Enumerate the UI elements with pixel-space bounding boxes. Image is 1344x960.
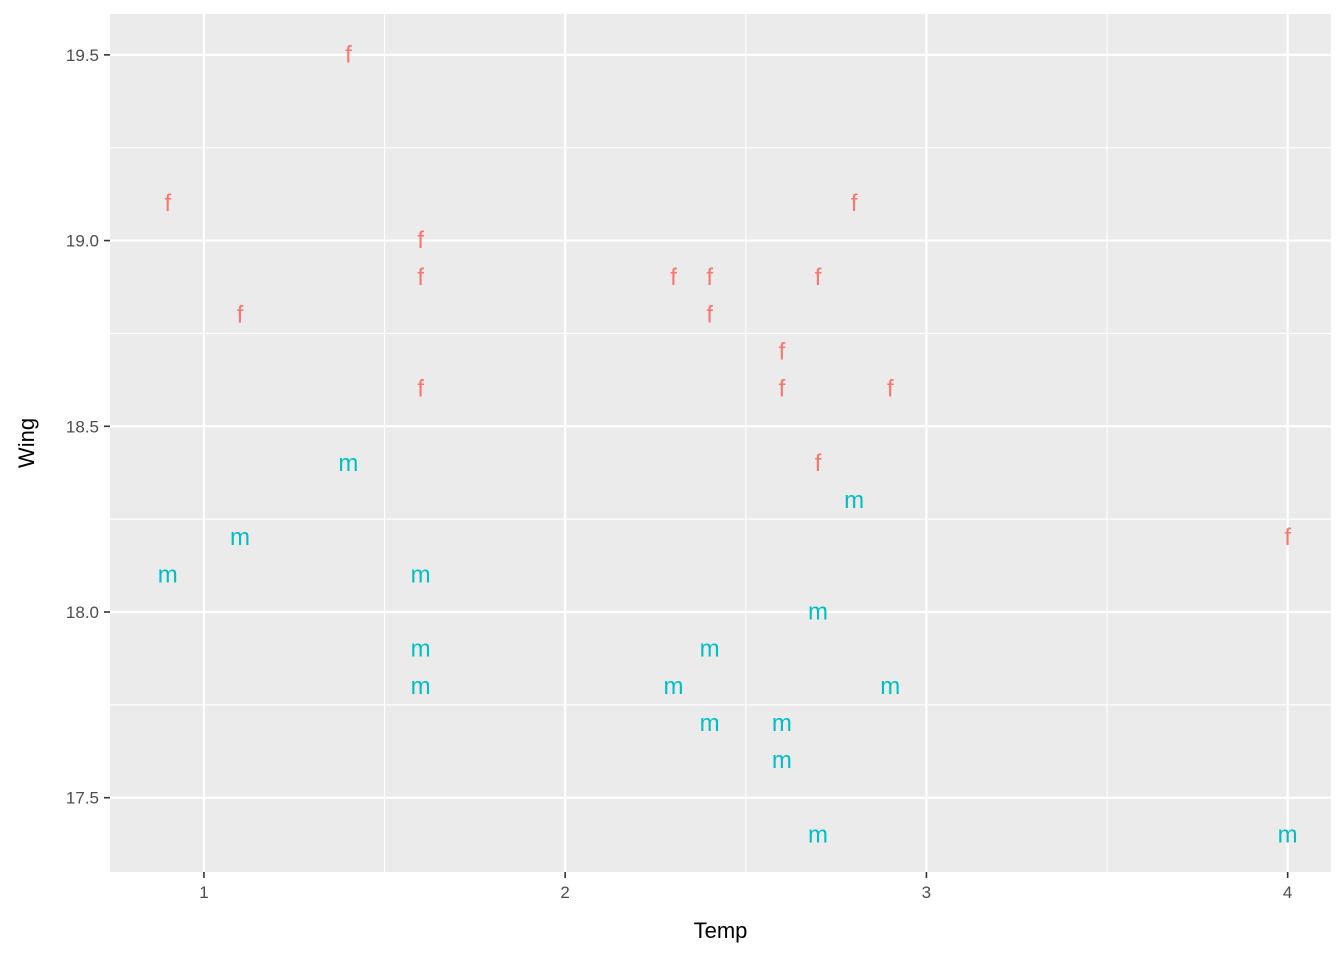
y-axis-ticks: 17.5 18.0 18.5 19.0 19.5 — [66, 46, 110, 808]
data-point-f: f — [1284, 524, 1291, 551]
data-point-m: m — [808, 821, 828, 848]
data-point-f: f — [670, 264, 677, 291]
data-point-m: m — [411, 636, 431, 663]
plot-panel — [110, 14, 1331, 872]
x-tick-label: 3 — [922, 883, 931, 902]
x-tick-label: 4 — [1283, 883, 1292, 902]
data-point-m: m — [844, 487, 864, 514]
data-point-m: m — [772, 710, 792, 737]
data-point-f: f — [815, 450, 822, 477]
major-gridlines — [110, 14, 1331, 872]
y-tick-label: 17.5 — [66, 789, 99, 808]
data-point-f: f — [164, 190, 171, 217]
y-tick-label: 18.5 — [66, 417, 99, 436]
y-tick-label: 19.5 — [66, 46, 99, 65]
data-point-f: f — [706, 264, 713, 291]
data-point-f: f — [417, 227, 424, 254]
data-point-f: f — [417, 376, 424, 403]
data-point-m: m — [230, 524, 250, 551]
y-tick-label: 18.0 — [66, 603, 99, 622]
data-point-m: m — [158, 561, 178, 588]
x-tick-label: 2 — [560, 883, 569, 902]
data-point-f: f — [345, 41, 352, 68]
x-axis-ticks: 1 2 3 4 — [199, 872, 1292, 902]
data-point-f: f — [779, 376, 786, 403]
data-point-m: m — [411, 561, 431, 588]
data-point-f: f — [237, 301, 244, 328]
data-point-m: m — [880, 673, 900, 700]
data-point-m: m — [411, 673, 431, 700]
data-point-m: m — [664, 673, 684, 700]
data-point-m: m — [700, 636, 720, 663]
data-point-f: f — [815, 264, 822, 291]
y-axis-title: Wing — [14, 418, 39, 468]
data-point-m: m — [808, 599, 828, 626]
data-point-m: m — [1278, 821, 1298, 848]
data-point-m: m — [338, 450, 358, 477]
data-point-f: f — [706, 301, 713, 328]
minor-gridlines — [110, 14, 1331, 872]
data-point-f: f — [417, 264, 424, 291]
x-axis-title: Temp — [694, 918, 748, 943]
data-point-m: m — [700, 710, 720, 737]
y-tick-label: 19.0 — [66, 232, 99, 251]
data-point-f: f — [851, 190, 858, 217]
data-point-f: f — [779, 339, 786, 366]
x-tick-label: 1 — [199, 883, 208, 902]
data-point-f: f — [887, 376, 894, 403]
data-point-m: m — [772, 747, 792, 774]
